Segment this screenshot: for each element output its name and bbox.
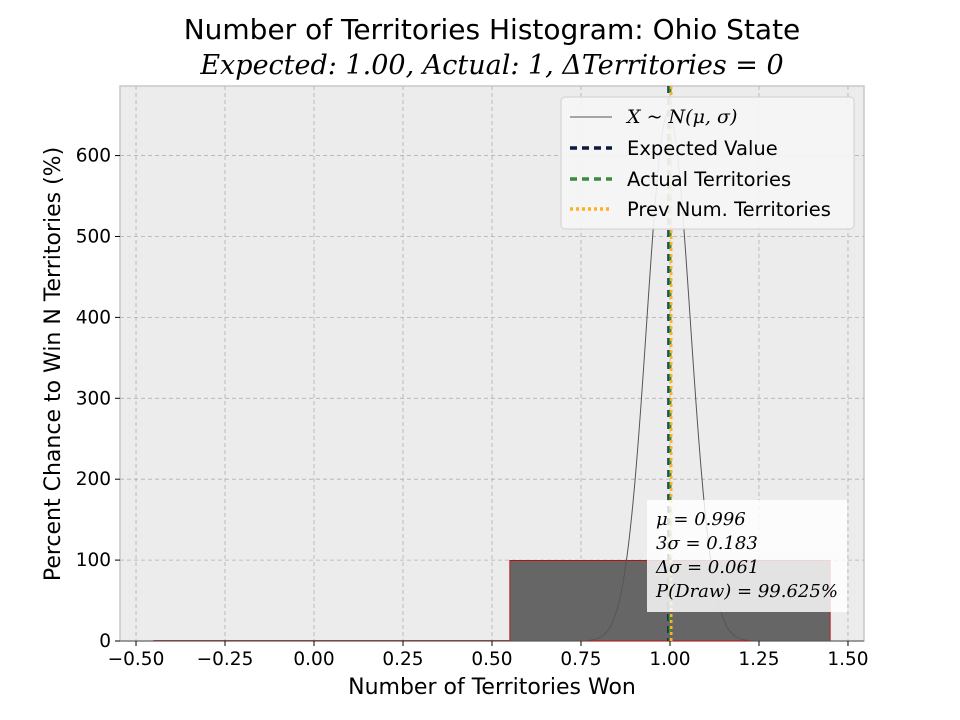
legend-label-prev: Prev Num. Territories (627, 198, 831, 221)
stats-mu: μ = 0.996 (656, 509, 746, 530)
x-tick-label: −0.25 (197, 649, 254, 670)
legend: X ~ N(μ, σ) Expected Value Actual Territ… (560, 96, 855, 230)
y-tick-label: 400 (76, 307, 111, 328)
x-tick-label: 0.25 (382, 649, 423, 670)
y-tick-label: 300 (76, 388, 111, 409)
x-tick-label: 1.25 (738, 649, 779, 670)
x-tick-label: 0.75 (560, 649, 601, 670)
legend-box (560, 96, 855, 230)
x-tick-label: 0.00 (293, 649, 334, 670)
y-axis-label: Percent Chance to Win N Territories (%) (41, 147, 66, 581)
y-axis-ticks: 0 100 200 300 400 500 600 (76, 146, 120, 652)
chart-subtitle: Expected: 1.00, Actual: 1, ΔTerritories … (199, 50, 783, 81)
stats-p-draw: P(Draw) = 99.625% (655, 581, 838, 602)
y-tick-label: 600 (76, 146, 111, 167)
x-tick-label: 1.00 (649, 649, 690, 670)
stats-delta-sigma: Δσ = 0.061 (655, 557, 759, 578)
x-axis-label: Number of Territories Won (348, 675, 636, 700)
legend-label-normal: X ~ N(μ, σ) (625, 106, 737, 128)
x-tick-label: 1.50 (827, 649, 868, 670)
y-tick-label: 500 (76, 226, 111, 247)
grid-lines (120, 86, 864, 642)
stats-box-bg (647, 500, 847, 612)
stats-3sigma: 3σ = 0.183 (656, 533, 758, 554)
x-axis-ticks: −0.50 −0.25 0.00 0.25 0.50 0.75 1.00 1.25 1.50 (108, 641, 869, 670)
x-tick-label: 0.50 (471, 649, 512, 670)
legend-label-actual: Actual Territories (627, 168, 791, 191)
x-tick-label: −0.50 (108, 649, 165, 670)
y-tick-label: 100 (76, 550, 111, 571)
chart-title: Number of Territories Histogram: Ohio St… (184, 13, 801, 46)
legend-label-expected: Expected Value (627, 137, 778, 160)
y-tick-label: 200 (76, 469, 111, 490)
stats-box: μ = 0.996 3σ = 0.183 Δσ = 0.061 P(Draw) … (647, 500, 847, 612)
y-tick-label: 0 (99, 631, 111, 652)
